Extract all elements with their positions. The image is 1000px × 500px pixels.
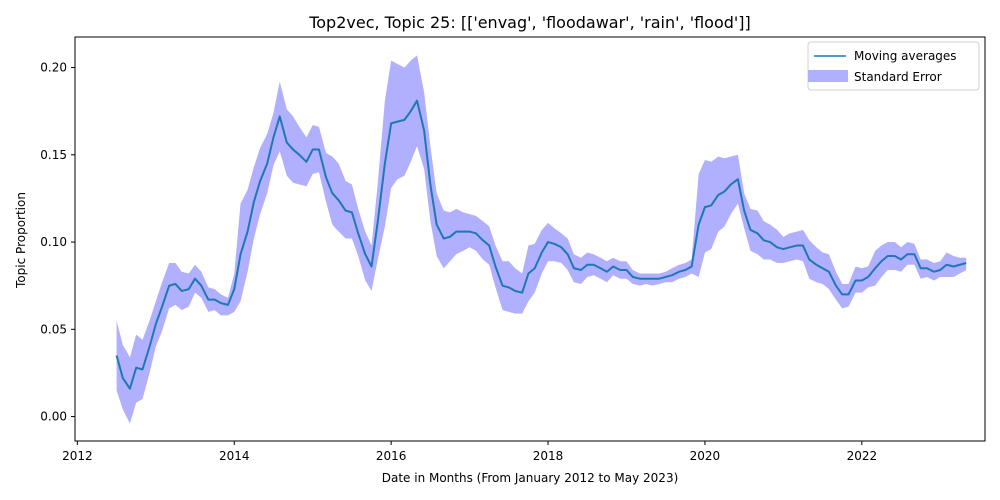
x-tick-label: 2018: [533, 449, 564, 463]
plot-frame: [74, 36, 986, 442]
legend-label-moving-averages: Moving averages: [854, 49, 957, 63]
x-tick-label: 2020: [690, 449, 721, 463]
standard-error-band: [116, 55, 967, 424]
x-tick-label: 2016: [376, 449, 407, 463]
legend-frame: [807, 41, 980, 91]
legend-label-standard-error: Standard Error: [854, 70, 942, 84]
legend-band-swatch: [808, 70, 848, 82]
y-tick-label: 0.00: [40, 410, 67, 424]
y-tick-label: 0.15: [40, 148, 67, 162]
x-axis: 2012 2014 2016 2018 2020 2022: [62, 441, 877, 463]
y-tick-label: 0.05: [40, 322, 67, 336]
x-tick-label: 2022: [847, 449, 878, 463]
chart-title: Top2vec, Topic 25: [['envag', 'floodawar…: [308, 13, 751, 32]
x-tick-label: 2012: [62, 449, 93, 463]
y-tick-label: 0.10: [40, 235, 67, 249]
y-tick-label: 0.20: [40, 61, 67, 75]
plot-area: [115, 55, 967, 424]
y-axis-title: Topic Proportion: [14, 192, 28, 289]
x-axis-title: Date in Months (From January 2012 to May…: [382, 471, 679, 485]
x-tick-label: 2014: [219, 449, 250, 463]
moving-average-line: [115, 99, 967, 390]
legend: Moving averages Standard Error: [807, 41, 980, 91]
y-axis: 0.00 0.05 0.10 0.15 0.20: [40, 61, 75, 424]
